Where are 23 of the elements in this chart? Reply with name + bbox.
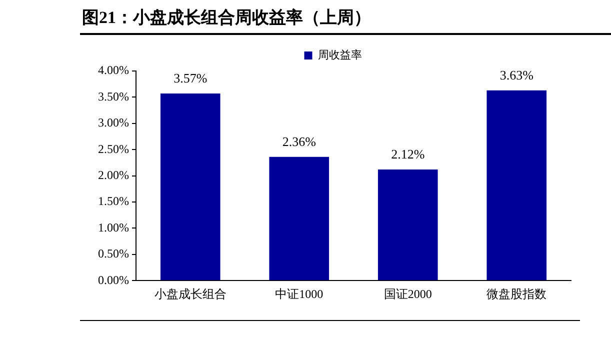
y-tick-label: 3.50%: [98, 89, 129, 104]
data-label: 3.63%: [500, 67, 534, 82]
data-label: 3.57%: [174, 70, 208, 86]
x-tick-label: 中证1000: [275, 286, 324, 301]
y-tick-label: 1.00%: [98, 220, 129, 234]
x-tick-label: 国证2000: [384, 286, 432, 301]
y-tick-label: 0.00%: [98, 272, 129, 287]
x-tick-label: 微盘股指数: [486, 286, 547, 301]
y-tick-label: 2.50%: [98, 142, 129, 156]
bar: [486, 90, 547, 280]
y-tick-label: 1.50%: [98, 194, 129, 208]
data-label: 2.12%: [391, 146, 425, 162]
y-tick-label: 2.00%: [98, 168, 129, 182]
chart-title: 图21：小盘成长组合周收益率（上周）: [82, 7, 371, 29]
y-tick-label: 3.00%: [98, 116, 129, 130]
y-tick-label: 4.00%: [98, 63, 129, 78]
bar: [378, 170, 438, 280]
x-tick-label: 小盘成长组合: [154, 286, 226, 301]
legend-label: 周收益率: [318, 48, 362, 62]
data-label: 2.36%: [282, 134, 316, 149]
y-tick-label: 0.50%: [98, 246, 129, 261]
bar: [160, 94, 220, 280]
bar: [269, 156, 330, 280]
